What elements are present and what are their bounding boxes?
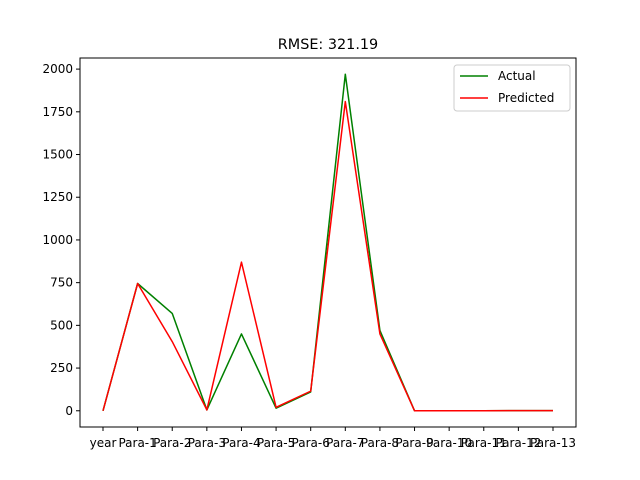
y-tick-label: 1500 [42, 148, 73, 162]
y-tick-label: 0 [65, 404, 73, 418]
chart-title: RMSE: 321.19 [278, 37, 378, 53]
y-tick-label: 2000 [42, 62, 73, 76]
x-tick-label: Para-4 [222, 436, 260, 450]
x-tick-label: Para-7 [326, 436, 364, 450]
x-tick-label: Para-13 [530, 436, 576, 450]
y-tick-label: 500 [50, 318, 73, 332]
y-tick-label: 1750 [42, 105, 73, 119]
x-tick-label: Para-9 [395, 436, 433, 450]
legend-label-predicted: Predicted [498, 91, 554, 105]
x-tick-label: Para-1 [118, 436, 156, 450]
x-tick-label: Para-12 [495, 436, 541, 450]
y-tick-label: 250 [50, 361, 73, 375]
legend-label-actual: Actual [498, 69, 536, 83]
legend: Actual Predicted [453, 64, 571, 112]
y-tick-label: 750 [50, 276, 73, 290]
x-tick-label: Para-2 [153, 436, 191, 450]
series-line-predicted [102, 100, 553, 412]
y-tick-label: 1250 [42, 190, 73, 204]
y-tick-label: 1000 [42, 233, 73, 247]
x-tick-label: Para-6 [292, 436, 330, 450]
x-tick-label: Para-3 [188, 436, 226, 450]
x-tick-label: Para-8 [361, 436, 399, 450]
x-tick-label: year [90, 436, 117, 450]
x-tick-label: Para-11 [461, 436, 507, 450]
x-tick-label: Para-10 [426, 436, 472, 450]
axes-frame [79, 57, 577, 428]
x-tick-label: Para-5 [257, 436, 295, 450]
